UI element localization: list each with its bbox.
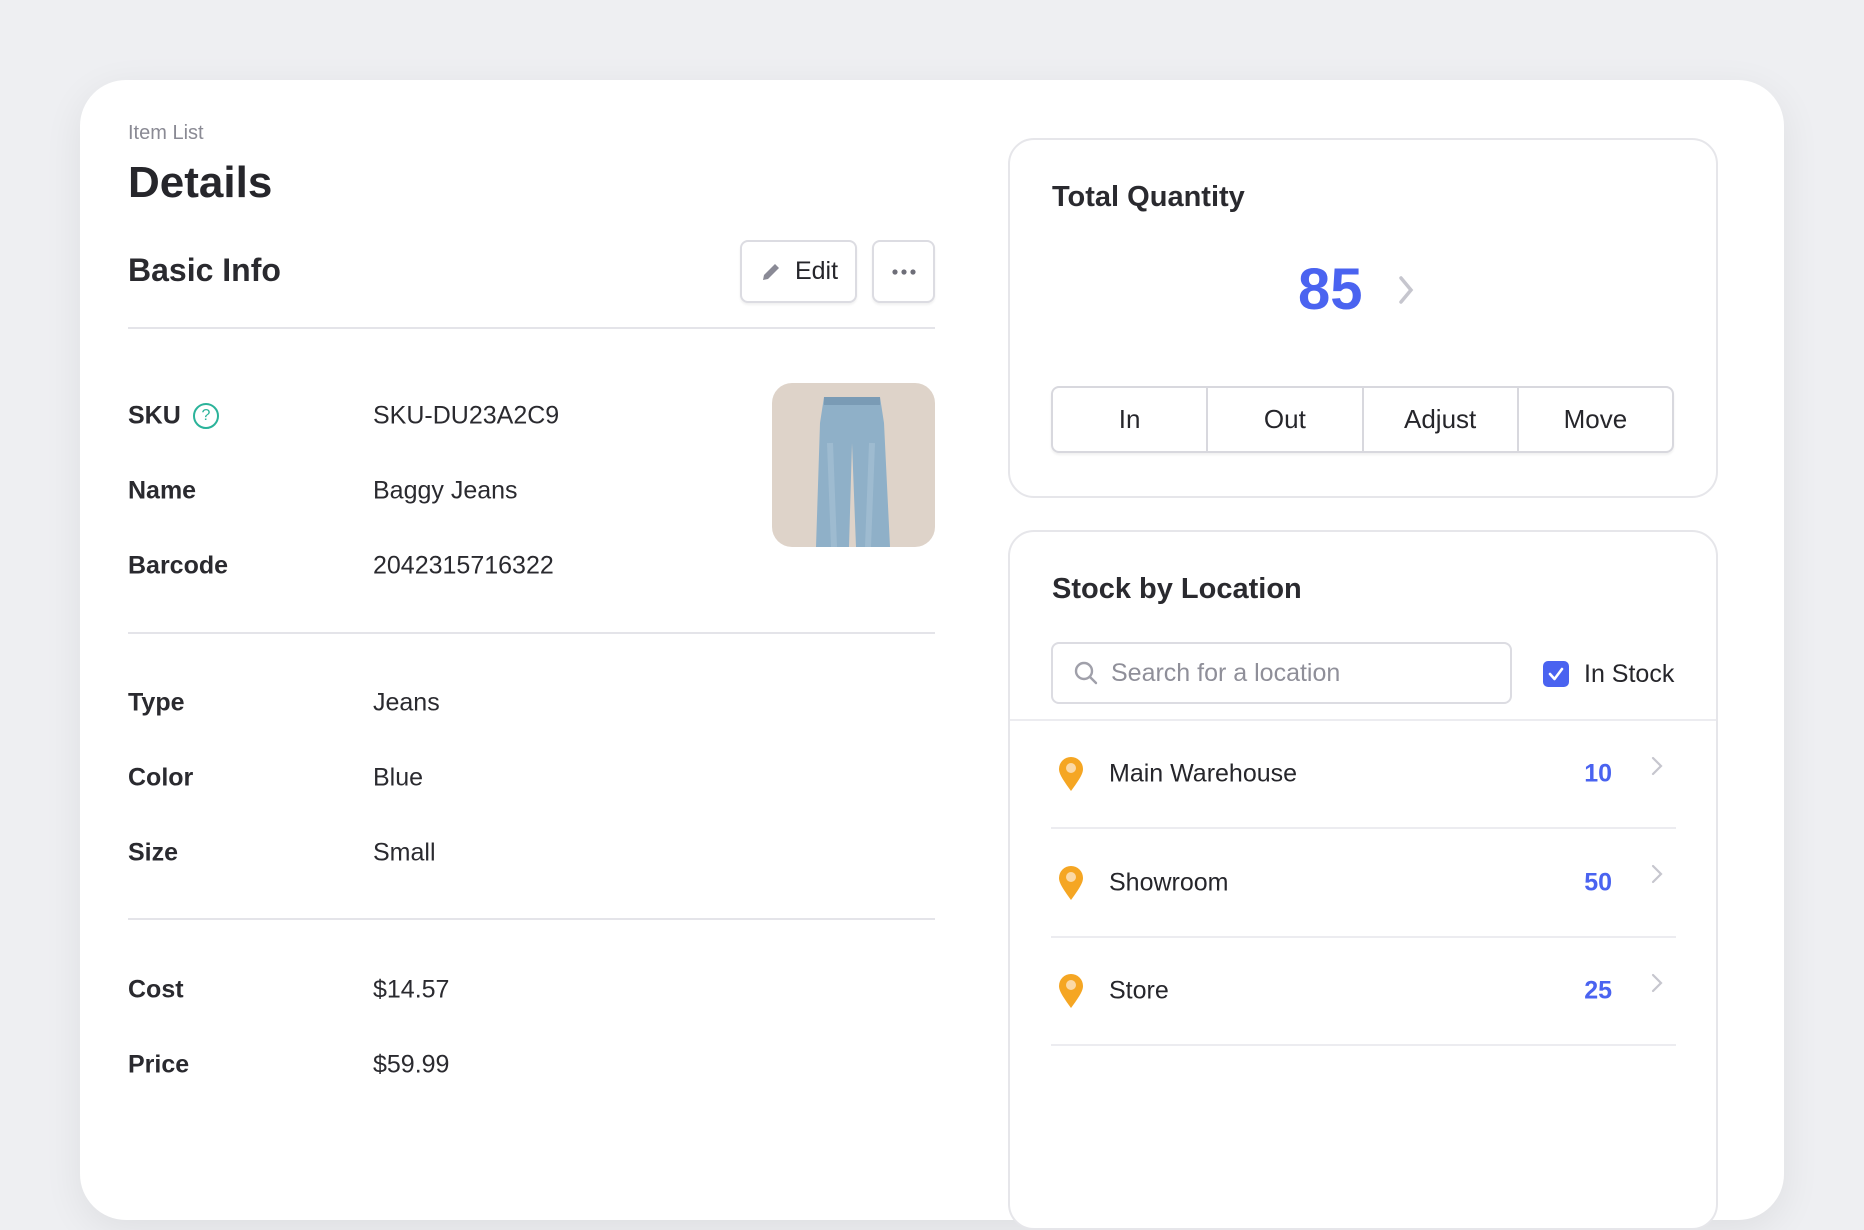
field-value: Small <box>373 838 436 867</box>
search-icon <box>1074 661 1098 685</box>
location-name: Main Warehouse <box>1109 759 1298 788</box>
basic-info-heading: Basic Info <box>128 252 281 288</box>
stock-by-location-title: Stock by Location <box>1052 573 1302 605</box>
location-row[interactable]: Showroom 50 <box>1051 830 1676 938</box>
ellipsis-icon <box>891 268 916 275</box>
in-stock-label[interactable]: In Stock <box>1584 660 1675 688</box>
out-button[interactable]: Out <box>1208 388 1364 451</box>
edit-button[interactable]: Edit <box>740 240 857 303</box>
location-name: Store <box>1109 976 1169 1005</box>
location-quantity: 10 <box>1584 759 1612 788</box>
help-icon[interactable]: ? <box>193 403 219 429</box>
more-options-button[interactable] <box>872 240 935 303</box>
total-quantity-title: Total Quantity <box>1052 181 1245 213</box>
divider <box>128 918 935 920</box>
in-button[interactable]: In <box>1053 388 1209 451</box>
location-search[interactable] <box>1051 642 1512 704</box>
stock-action-group: In Out Adjust Move <box>1051 386 1674 453</box>
location-quantity: 50 <box>1584 868 1612 896</box>
field-value: Jeans <box>373 688 440 717</box>
field-label: Type <box>128 688 185 717</box>
field-label: Name <box>128 476 197 505</box>
checkmark-icon <box>1548 667 1564 681</box>
product-image <box>772 383 935 547</box>
edit-label: Edit <box>794 257 839 285</box>
page-title: Details <box>128 158 273 207</box>
field-value: $59.99 <box>373 1050 450 1079</box>
field-label: Size <box>128 838 179 867</box>
divider <box>1010 719 1716 721</box>
chevron-right-icon <box>1651 973 1663 992</box>
field-label: Barcode <box>128 551 229 580</box>
field-value: 2042315716322 <box>373 551 554 580</box>
field-label: Price <box>128 1050 190 1079</box>
field-label: Cost <box>128 975 184 1004</box>
location-row[interactable]: Main Warehouse 10 <box>1051 721 1676 829</box>
chevron-right-icon <box>1651 864 1663 884</box>
field-value: Baggy Jeans <box>373 476 518 505</box>
location-quantity: 25 <box>1584 976 1612 1005</box>
move-button[interactable]: Move <box>1563 404 1628 434</box>
location-row[interactable]: Store 25 <box>1051 938 1676 1046</box>
stock-by-location-panel: Stock by Location <box>1008 530 1718 1230</box>
in-stock-checkbox[interactable] <box>1543 661 1569 687</box>
divider <box>128 632 935 634</box>
map-pin-icon <box>1059 757 1083 791</box>
breadcrumb-item-list[interactable]: Item List <box>128 122 204 144</box>
map-pin-icon <box>1059 865 1083 900</box>
adjust-button[interactable]: Adjust <box>1364 388 1519 451</box>
location-search-input[interactable] <box>1109 657 1493 689</box>
field-value: SKU-DU23A2C9 <box>373 401 560 430</box>
total-quantity-value[interactable]: 85 <box>1298 257 1363 322</box>
field-label: SKU <box>128 401 181 430</box>
field-value: Blue <box>373 763 424 792</box>
field-value: $14.57 <box>373 975 450 1004</box>
location-name: Showroom <box>1109 868 1229 896</box>
chevron-right-icon <box>1651 756 1663 775</box>
map-pin-icon <box>1059 974 1083 1008</box>
chevron-right-icon[interactable] <box>1396 274 1416 306</box>
divider <box>128 327 935 329</box>
pencil-icon <box>762 263 779 280</box>
field-label: Color <box>128 763 194 792</box>
jeans-image <box>816 397 890 547</box>
